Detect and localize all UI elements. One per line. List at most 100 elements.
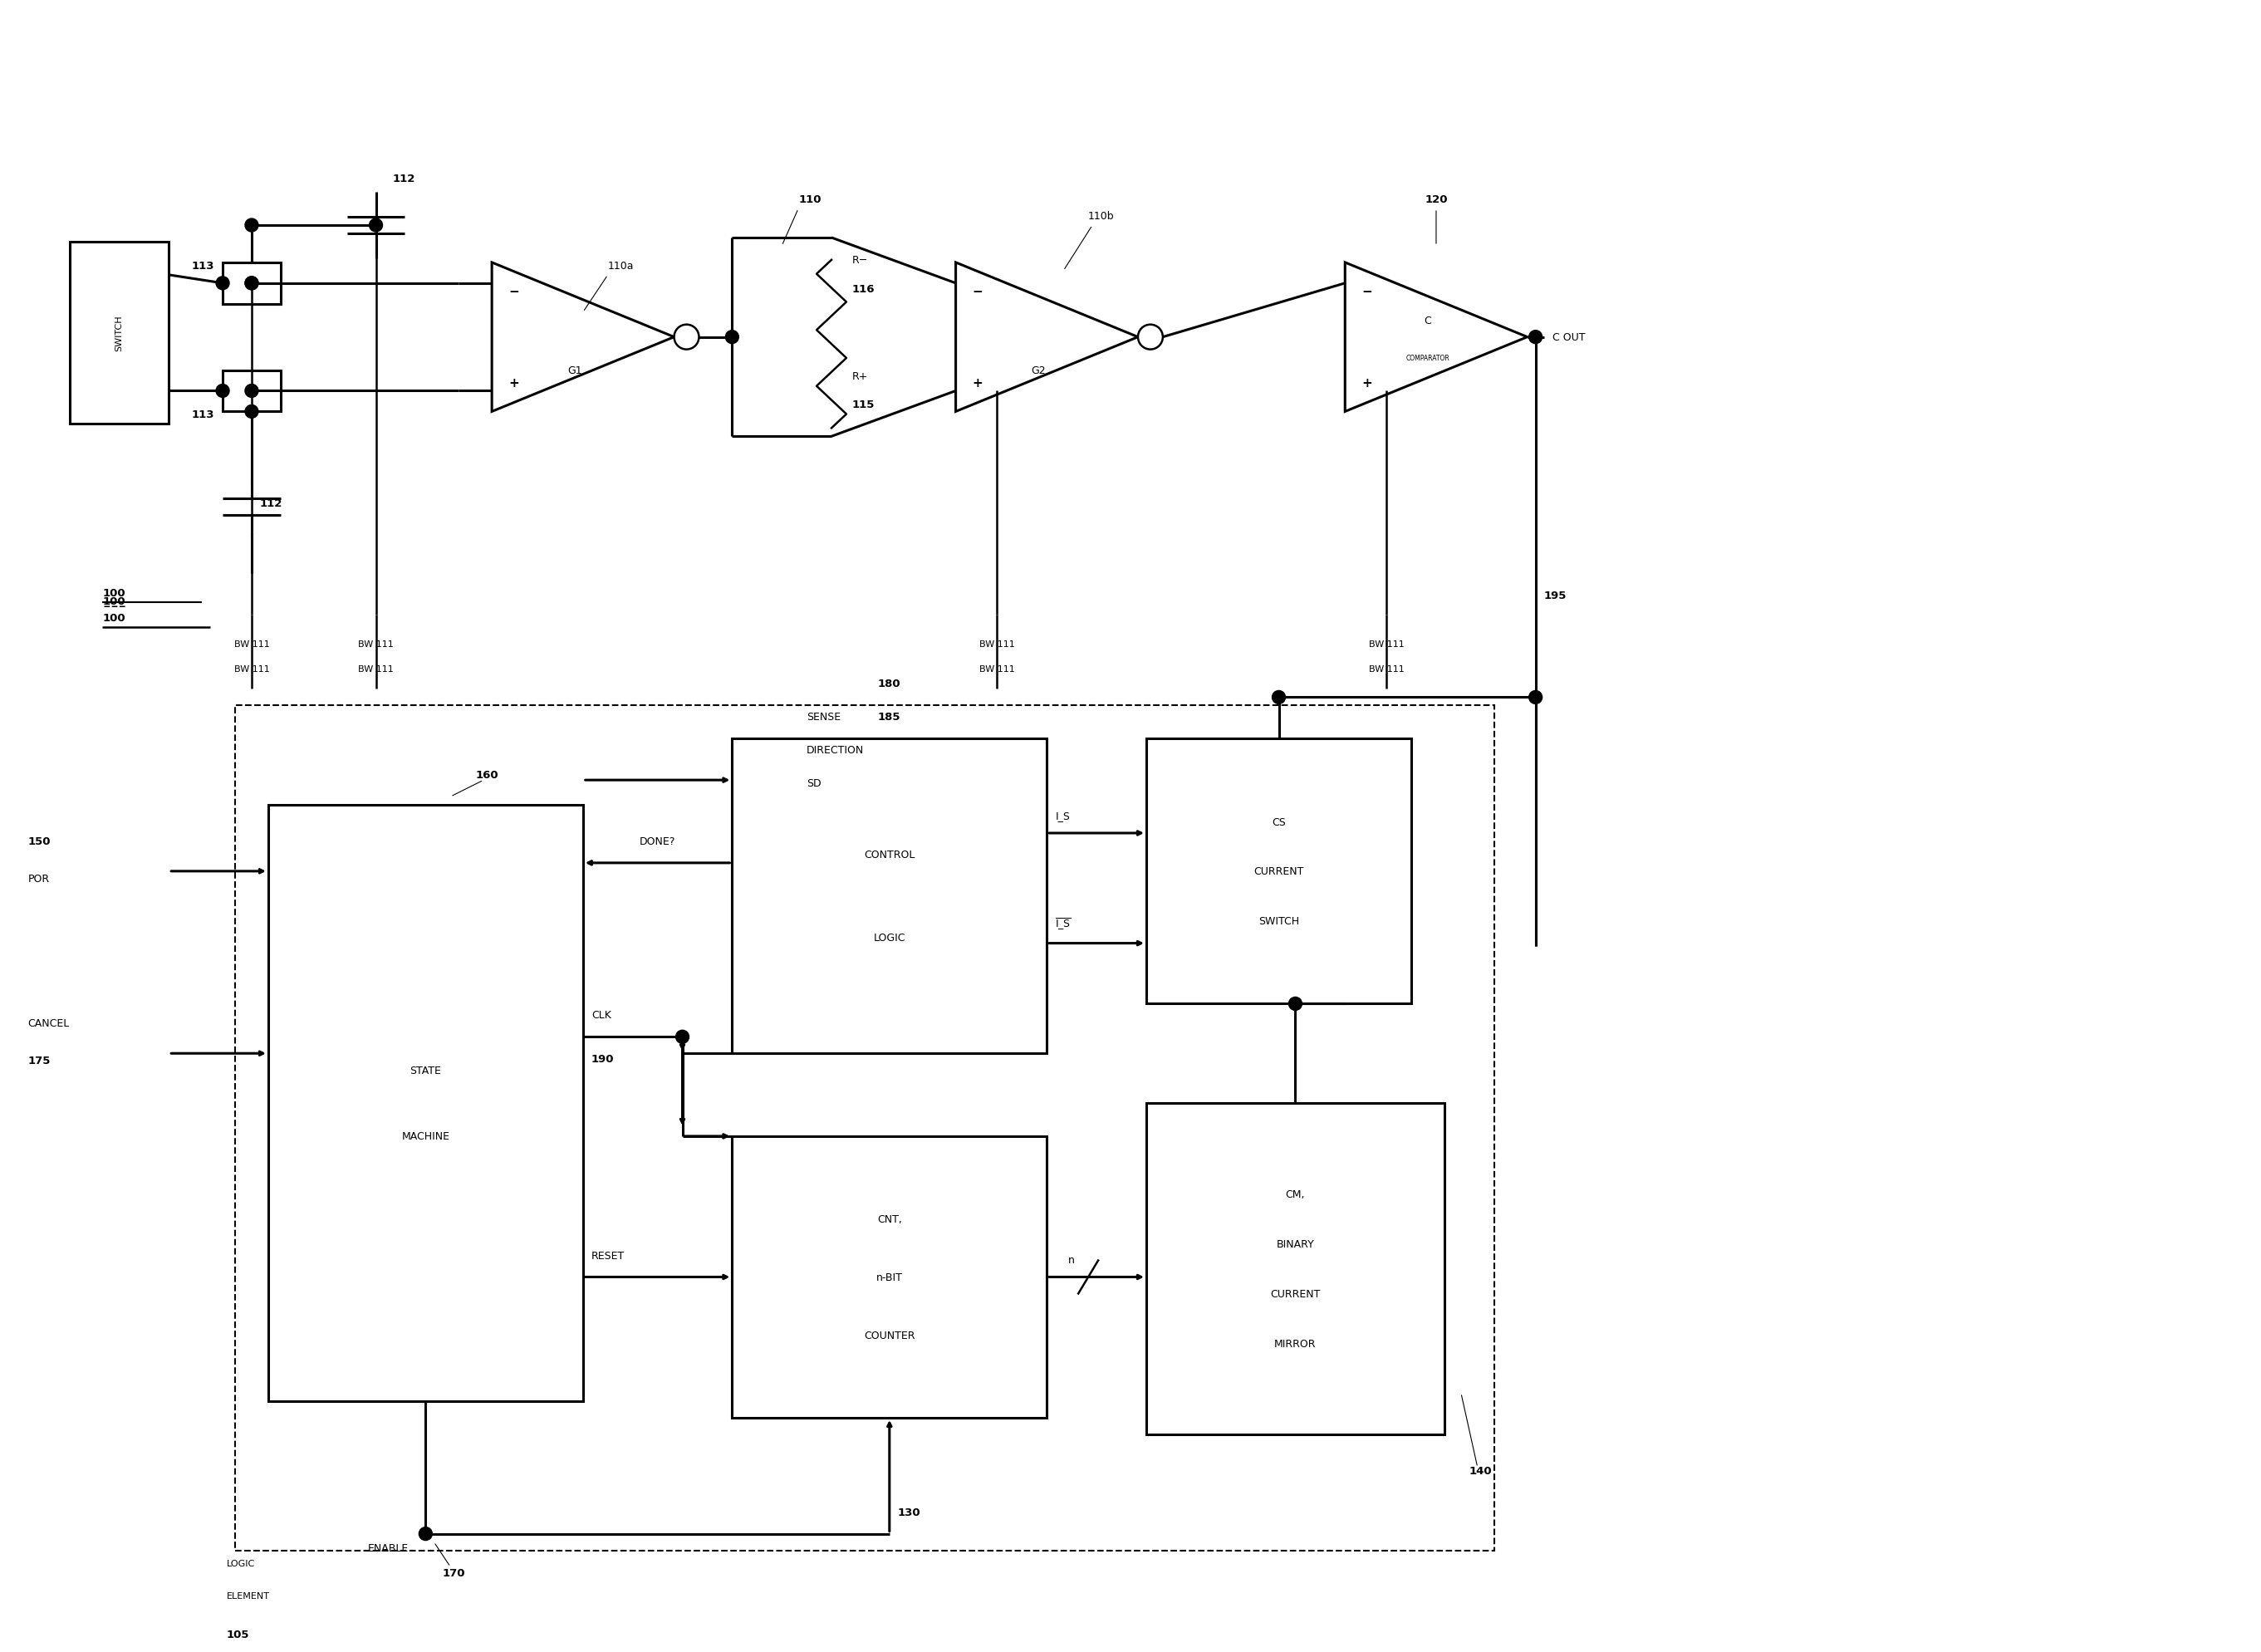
Bar <box>222 370 280 411</box>
Text: BINARY: BINARY <box>1277 1239 1314 1249</box>
Text: ELEMENT: ELEMENT <box>226 1593 269 1601</box>
Polygon shape <box>493 263 674 411</box>
Text: SWITCH: SWITCH <box>115 316 124 352</box>
Bar <box>235 705 1495 1550</box>
Text: 130: 130 <box>898 1507 920 1517</box>
Text: +: + <box>509 377 520 390</box>
Text: RESET: RESET <box>592 1251 624 1260</box>
Text: CURRENT: CURRENT <box>1271 1289 1320 1298</box>
Text: C: C <box>1424 316 1431 327</box>
Text: +: + <box>972 377 984 390</box>
Bar <box>1146 1104 1445 1434</box>
Text: BW 111: BW 111 <box>1368 639 1404 648</box>
Text: SENSE: SENSE <box>807 712 841 722</box>
Text: COUNTER: COUNTER <box>864 1330 916 1340</box>
Bar <box>733 738 1047 1054</box>
Text: MACHINE: MACHINE <box>402 1132 450 1142</box>
Text: 100: 100 <box>102 613 127 623</box>
Text: G1: G1 <box>568 365 581 377</box>
Circle shape <box>244 405 258 418</box>
Bar <box>70 243 170 425</box>
Text: BW 111: BW 111 <box>357 664 393 672</box>
Text: BW 111: BW 111 <box>979 664 1015 672</box>
Text: ENABLE: ENABLE <box>369 1541 409 1553</box>
Text: STATE: STATE <box>409 1066 441 1075</box>
Text: 110b: 110b <box>1088 211 1115 221</box>
Text: 105: 105 <box>226 1629 249 1640</box>
Text: BW 111: BW 111 <box>233 639 269 648</box>
Text: SD: SD <box>807 778 821 788</box>
Text: +: + <box>1361 377 1372 390</box>
Text: G2: G2 <box>1031 365 1047 377</box>
Circle shape <box>676 1031 690 1044</box>
Text: CS: CS <box>1273 816 1287 828</box>
Text: R+: R+ <box>852 370 868 382</box>
Text: CNT,: CNT, <box>877 1214 902 1224</box>
Text: BW 111: BW 111 <box>233 664 269 672</box>
Text: DIRECTION: DIRECTION <box>807 745 864 755</box>
Text: LOGIC: LOGIC <box>226 1558 255 1568</box>
Text: COMPARATOR: COMPARATOR <box>1406 355 1449 362</box>
Text: 112: 112 <box>393 173 416 185</box>
Circle shape <box>1289 998 1302 1011</box>
Polygon shape <box>1345 263 1526 411</box>
Polygon shape <box>956 263 1137 411</box>
Text: 170: 170 <box>443 1566 466 1578</box>
Circle shape <box>418 1526 432 1540</box>
Text: BW 111: BW 111 <box>357 639 393 648</box>
Text: 113: 113 <box>192 410 215 420</box>
Bar <box>222 263 280 304</box>
Text: CM,: CM, <box>1287 1189 1305 1199</box>
Circle shape <box>1528 691 1542 704</box>
Circle shape <box>244 278 258 291</box>
Text: POR: POR <box>27 874 50 884</box>
Text: 160: 160 <box>475 770 497 780</box>
Text: −: − <box>1361 286 1372 299</box>
Bar <box>1146 738 1411 1004</box>
Text: 180: 180 <box>877 679 900 689</box>
Circle shape <box>244 278 258 291</box>
Bar <box>733 1137 1047 1417</box>
Text: $\overline{\mathrm{I\_S}}$: $\overline{\mathrm{I\_S}}$ <box>1056 915 1072 932</box>
Text: 110a: 110a <box>608 261 633 271</box>
Circle shape <box>674 325 699 350</box>
Text: 115: 115 <box>852 400 875 410</box>
Bar <box>269 805 583 1401</box>
Text: 190: 190 <box>592 1054 615 1064</box>
Text: 110: 110 <box>798 195 821 205</box>
Text: CONTROL: CONTROL <box>864 849 916 861</box>
Text: LOGIC: LOGIC <box>873 932 904 943</box>
Text: 195: 195 <box>1544 590 1567 601</box>
Text: CANCEL: CANCEL <box>27 1018 70 1029</box>
Text: 185: 185 <box>877 712 900 722</box>
Circle shape <box>244 220 258 233</box>
Text: CURRENT: CURRENT <box>1253 866 1305 877</box>
Circle shape <box>369 220 382 233</box>
Text: 1̲0̲0̲: 1̲0̲0̲ <box>102 596 127 606</box>
Text: MIRROR: MIRROR <box>1275 1338 1316 1348</box>
Text: 100: 100 <box>102 588 127 598</box>
Text: BW 111: BW 111 <box>1368 664 1404 672</box>
Text: 116: 116 <box>852 284 875 294</box>
Text: SW: SW <box>244 279 258 287</box>
Text: 150: 150 <box>27 836 50 847</box>
Text: 112: 112 <box>260 497 283 509</box>
Text: −: − <box>509 286 520 299</box>
Circle shape <box>1273 691 1287 704</box>
Text: n: n <box>1069 1254 1074 1265</box>
Circle shape <box>217 278 228 291</box>
Text: 120: 120 <box>1424 195 1447 205</box>
Text: R−: R− <box>852 254 868 266</box>
Circle shape <box>217 385 228 398</box>
Circle shape <box>1528 330 1542 344</box>
Text: 140: 140 <box>1470 1465 1492 1475</box>
Text: DONE?: DONE? <box>640 836 676 847</box>
Text: 113: 113 <box>192 261 215 271</box>
Text: −: − <box>972 286 984 299</box>
Text: SWITCH: SWITCH <box>1259 915 1300 927</box>
Circle shape <box>1137 325 1162 350</box>
Text: I_S: I_S <box>1056 809 1069 821</box>
Text: n-BIT: n-BIT <box>877 1272 902 1282</box>
Circle shape <box>726 330 739 344</box>
Text: C OUT: C OUT <box>1551 332 1585 344</box>
